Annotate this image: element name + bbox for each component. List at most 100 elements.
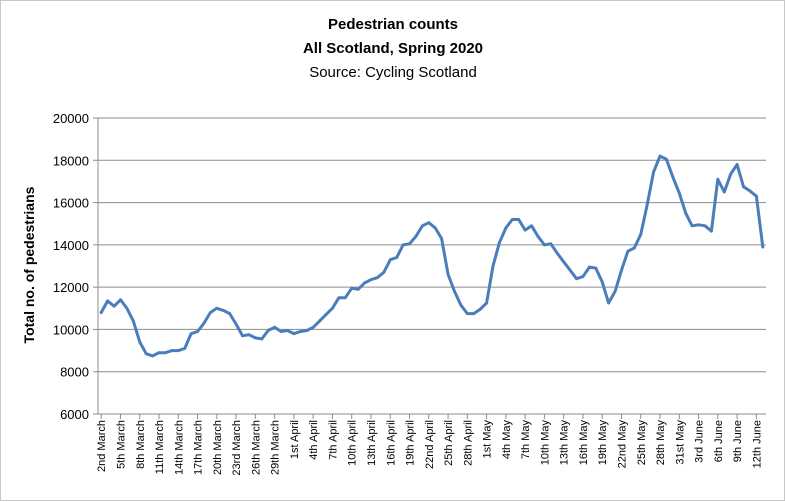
data-point (530, 224, 533, 228)
data-point (305, 329, 309, 332)
data-point (343, 296, 347, 300)
data-point (639, 232, 643, 236)
x-tick-label: 13th May (559, 420, 571, 466)
data-point (722, 190, 726, 194)
x-tick-label: 5th March (115, 420, 127, 469)
data-point (465, 312, 469, 315)
series-group (99, 154, 765, 358)
x-tick-label: 9th June (732, 420, 744, 462)
x-tick-label: 4th May (501, 420, 513, 460)
data-point (363, 281, 366, 285)
data-point (697, 223, 700, 227)
data-point (228, 312, 232, 315)
data-point (247, 333, 251, 337)
data-point (498, 241, 501, 245)
data-point (273, 325, 277, 329)
data-point (234, 322, 238, 326)
x-tick-label: 19th May (597, 420, 609, 466)
x-tick-label: 8th March (135, 420, 147, 469)
data-point (607, 301, 611, 305)
x-tick-label: 28th April (462, 420, 474, 466)
y-tick-label: 18000 (53, 153, 89, 168)
chart-subtitle: All Scotland, Spring 2020 (303, 40, 483, 57)
data-point (555, 251, 559, 255)
data-point (286, 329, 289, 332)
data-point (401, 243, 405, 247)
data-point (331, 306, 334, 310)
y-tick-label: 10000 (53, 322, 89, 337)
data-point (196, 330, 199, 333)
y-tick-label: 6000 (60, 407, 89, 422)
data-point (729, 172, 733, 176)
data-point (151, 354, 154, 358)
data-point (613, 289, 617, 293)
data-point (176, 349, 180, 352)
data-point (209, 311, 212, 314)
data-point (395, 256, 399, 259)
data-point (735, 163, 739, 166)
data-point (440, 237, 444, 240)
x-tick-label: 1st April (289, 420, 301, 459)
x-tick-label: 7th May (520, 420, 532, 460)
data-point (543, 243, 546, 247)
data-point (665, 157, 668, 161)
data-point (620, 268, 623, 272)
x-tick-labels: 2nd March 5th March 8th March 11th March 14t… (96, 414, 763, 476)
data-point (472, 312, 476, 315)
data-point (587, 265, 591, 269)
data-point (157, 351, 161, 355)
chart-source: Source: Cycling Scotland (309, 64, 477, 81)
data-point (710, 229, 713, 233)
data-point (408, 242, 411, 246)
data-point (131, 319, 135, 323)
x-tick-label: 28th May (655, 420, 667, 466)
data-point (645, 203, 649, 207)
data-point (742, 185, 745, 189)
data-point (125, 306, 129, 310)
x-tick-label: 17th March (193, 420, 205, 475)
data-point (292, 332, 296, 336)
data-point (549, 242, 553, 246)
data-point (748, 189, 752, 193)
data-point (761, 245, 765, 249)
data-point (318, 319, 321, 323)
data-point (459, 303, 463, 307)
data-point (420, 224, 424, 228)
x-tick-label: 26th March (250, 420, 262, 475)
x-tick-label: 6th June (713, 420, 725, 462)
x-tick-label: 22nd April (424, 420, 436, 469)
data-point (260, 337, 264, 341)
data-point (170, 349, 174, 352)
data-point (626, 249, 630, 253)
x-tick-label: 25th April (443, 420, 455, 466)
data-point (138, 340, 142, 344)
data-point (215, 306, 219, 310)
data-point (337, 296, 341, 300)
x-tick-label: 7th April (327, 420, 339, 460)
y-tick-label: 20000 (53, 111, 89, 126)
x-tick-label: 3rd June (694, 420, 706, 463)
x-tick-label: 25th May (636, 420, 648, 466)
data-point (106, 299, 110, 303)
data-point (183, 347, 187, 350)
data-point (517, 218, 521, 221)
data-point (298, 330, 302, 333)
data-point (562, 260, 566, 264)
y-tick-labels: 6000 8000 10000 12000 14000 16000 18000 20000 (53, 111, 89, 422)
data-point (453, 289, 456, 293)
data-point (600, 280, 604, 284)
x-tick-label: 22nd May (616, 420, 628, 469)
data-point (382, 270, 386, 274)
data-point (568, 268, 572, 272)
data-point (690, 224, 694, 228)
data-point (414, 235, 418, 238)
x-tick-label: 10th April (347, 420, 359, 466)
data-point (356, 287, 360, 291)
x-tick-label: 31st May (674, 420, 686, 465)
x-tick-label: 23rd March (231, 420, 243, 476)
data-point (684, 211, 688, 215)
data-point (446, 273, 450, 276)
data-point (536, 235, 540, 238)
